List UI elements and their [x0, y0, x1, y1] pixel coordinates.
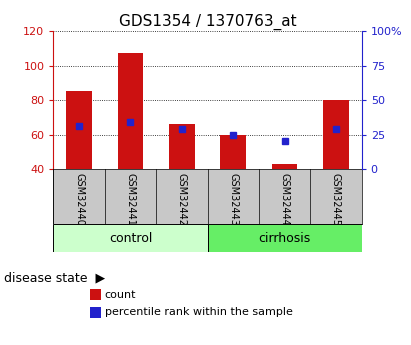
Text: GSM32444: GSM32444 [279, 174, 290, 226]
Text: GSM32440: GSM32440 [74, 174, 84, 226]
Bar [208, 224, 362, 252]
Bar [220, 135, 246, 169]
Text: disease state  ▶: disease state ▶ [4, 271, 105, 284]
Bar [118, 53, 143, 169]
Bar [169, 124, 195, 169]
Bar [66, 91, 92, 169]
Bar [53, 224, 208, 252]
Text: GSM32441: GSM32441 [125, 174, 136, 226]
Text: count: count [105, 290, 136, 300]
Bar [272, 164, 298, 169]
Text: control: control [109, 231, 152, 245]
Text: percentile rank within the sample: percentile rank within the sample [105, 307, 293, 317]
Text: cirrhosis: cirrhosis [259, 231, 311, 245]
Bar [323, 100, 349, 169]
Title: GDS1354 / 1370763_at: GDS1354 / 1370763_at [119, 13, 296, 30]
Text: GSM32445: GSM32445 [331, 174, 341, 226]
Text: GSM32442: GSM32442 [177, 174, 187, 226]
Text: GSM32443: GSM32443 [228, 174, 238, 226]
